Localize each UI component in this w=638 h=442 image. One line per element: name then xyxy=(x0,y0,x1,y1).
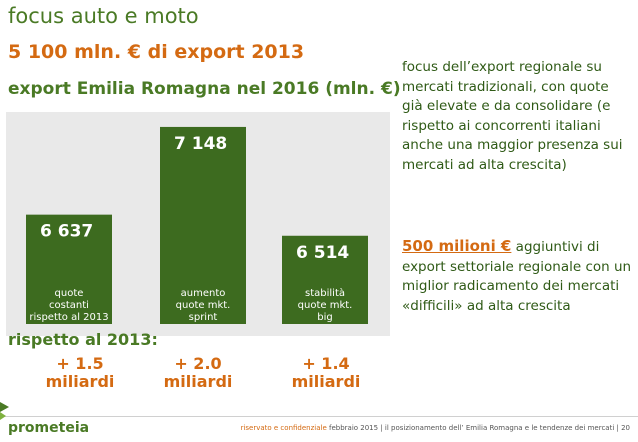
bar-category-label-2-line-3: sprint xyxy=(189,312,218,323)
delta-2: + 2.0 miliardi xyxy=(148,355,248,391)
bar-category-label-3-line-2: quote mkt. xyxy=(298,300,353,311)
delta-3: + 1.4 miliardi xyxy=(276,355,376,391)
bar-category-label-2-line-1: aumento xyxy=(181,288,226,299)
delta-1-value: + 1.5 xyxy=(56,354,104,373)
sidebar-paragraph-2: 500 milioni € aggiuntivi di export setto… xyxy=(402,237,632,316)
delta-1-unit: miliardi xyxy=(45,372,115,391)
delta-2-unit: miliardi xyxy=(163,372,233,391)
bar-3 xyxy=(282,235,368,324)
chart-title: export Emilia Romagna nel 2016 (mln. €) xyxy=(8,79,401,99)
footer-confidential: riservato e confidenziale xyxy=(240,424,327,432)
page-title: focus auto e moto xyxy=(8,4,199,28)
bar-category-label-1-line-3: rispetto al 2013 xyxy=(29,312,108,323)
bar-value-label-2: 7 148 xyxy=(174,134,227,154)
bar-2 xyxy=(160,126,246,324)
delta-3-value: + 1.4 xyxy=(302,354,350,373)
bar-1 xyxy=(26,214,112,324)
bar-category-label-3-line-1: stabilità xyxy=(305,287,345,299)
bar-value-label-1: 6 637 xyxy=(40,222,93,242)
highlight-amount: 500 milioni € xyxy=(402,237,512,255)
page-subtitle: 5 100 mln. € di export 2013 xyxy=(8,41,305,63)
sidebar-paragraph-2-text: aggiuntivi di export settoriale regional… xyxy=(402,239,632,314)
delta-2-value: + 2.0 xyxy=(174,354,222,373)
footer-info: febbraio 2015 | il posizionamento dell’ … xyxy=(329,424,630,432)
bar-category-label-2-line-2: quote mkt. xyxy=(176,300,231,311)
prometeia-logo-icon xyxy=(0,402,9,420)
delta-3-unit: miliardi xyxy=(291,372,361,391)
delta-1: + 1.5 miliardi xyxy=(30,355,130,391)
bar-category-label-1-line-2: costanti xyxy=(49,300,89,311)
comparison-label: rispetto al 2013: xyxy=(8,330,158,349)
bar-category-label-1-line-1: quote xyxy=(55,288,84,299)
logo-text: prometeia xyxy=(8,420,90,436)
sidebar-paragraph-1: focus dell’export regionale su mercati t… xyxy=(402,59,623,173)
bar-value-label-3: 6 514 xyxy=(296,243,349,263)
footer-text: riservato e confidenziale febbraio 2015 … xyxy=(241,424,630,432)
bar-category-label-3-line-3: big xyxy=(317,312,332,323)
footer-divider xyxy=(0,416,638,417)
